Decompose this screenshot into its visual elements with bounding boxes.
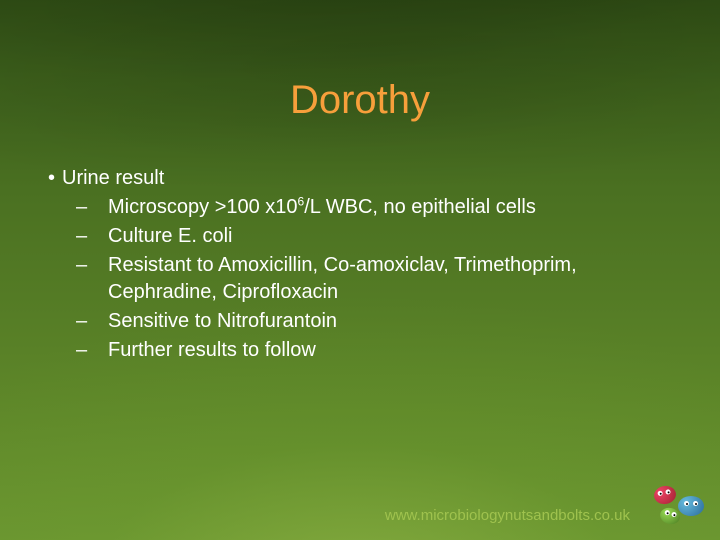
sub-text: Resistant to Amoxicillin, Co-amoxiclav, … — [108, 254, 577, 303]
content-area: •Urine result –Microscopy >100 x106/L WB… — [48, 165, 680, 366]
eye-icon — [684, 501, 689, 506]
slide: Dorothy •Urine result –Microscopy >100 x… — [0, 0, 720, 540]
bullet-level-2: –Sensitive to Nitrofurantoin — [92, 308, 680, 335]
footer-url: www.microbiologynutsandbolts.co.uk — [385, 507, 630, 524]
sub-text: Sensitive to Nitrofurantoin — [108, 310, 337, 332]
microbe-blue-icon — [678, 496, 704, 516]
sub-text-post: /L WBC, no epithelial cells — [304, 196, 536, 218]
eye-icon — [664, 510, 670, 516]
bullet-dash: – — [92, 194, 108, 221]
slide-title: Dorothy — [0, 78, 720, 123]
bullet-dot: • — [48, 165, 62, 192]
bullet-level-2: –Resistant to Amoxicillin, Co-amoxiclav,… — [92, 252, 680, 306]
sub-text: Further results to follow — [108, 339, 316, 361]
bullet-dash: – — [92, 223, 108, 250]
bullet-level-2: –Microscopy >100 x106/L WBC, no epitheli… — [92, 194, 680, 221]
microbe-red-icon — [653, 484, 678, 506]
bullet-dash: – — [92, 252, 108, 279]
bullet-level-2: –Further results to follow — [92, 337, 680, 364]
sub-text: Culture E. coli — [108, 225, 233, 247]
bullet-level-1: •Urine result — [48, 165, 680, 192]
sub-text-pre: Microscopy >100 x10 — [108, 196, 298, 218]
eye-icon — [693, 501, 698, 506]
eye-icon — [657, 490, 663, 496]
bullet-level-2: –Culture E. coli — [92, 223, 680, 250]
eye-icon — [671, 511, 677, 517]
bullet-dash: – — [92, 337, 108, 364]
bullet-dash: – — [92, 308, 108, 335]
eye-icon — [665, 489, 671, 495]
bullet-text: Urine result — [62, 167, 164, 189]
mascot-icon — [642, 482, 710, 532]
